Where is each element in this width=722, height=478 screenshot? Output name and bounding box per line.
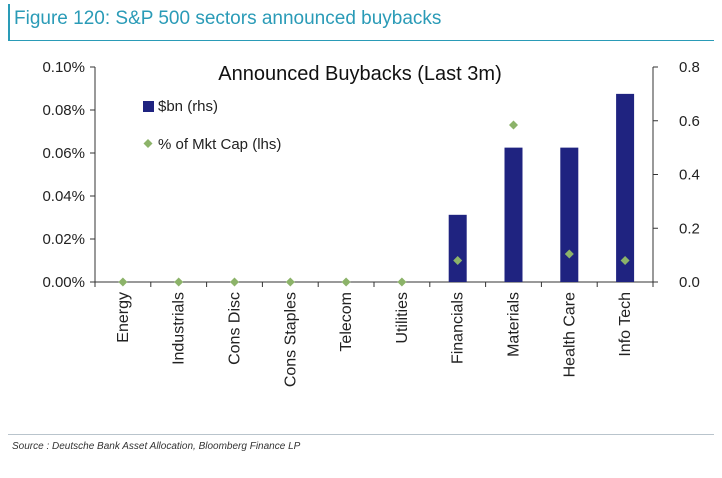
x-tick-label: Utilities (394, 292, 411, 344)
x-tick-label: Cons Staples (282, 292, 299, 387)
marker-point (453, 256, 463, 265)
y-left-tick-label: 0.10% (42, 59, 85, 76)
marker-point (397, 277, 407, 287)
marker-point (564, 249, 574, 259)
y-right-tick-label: 0.0 (679, 274, 700, 291)
bar (560, 147, 579, 282)
y-right-tick-label: 0.4 (679, 167, 700, 184)
bar (448, 214, 467, 282)
y-right-tick-label: 0.6 (679, 113, 700, 130)
bar-series (448, 93, 635, 282)
marker-point (118, 277, 128, 287)
legend-marker-label: % of Mkt Cap (lhs) (158, 136, 281, 153)
legend-marker-swatch (143, 139, 153, 148)
x-tick-labels: Energy Industrials Cons Disc Cons Staples Te… (115, 292, 634, 387)
marker-point (285, 277, 295, 287)
x-tick-label: Materials (506, 292, 523, 357)
figure-title-rule (8, 40, 714, 41)
chart-legend: $bn (rhs) % of Mkt Cap (lhs) (143, 98, 281, 153)
bar (616, 93, 635, 282)
x-tick-label: Cons Disc (227, 292, 244, 365)
source-rule (8, 434, 714, 435)
legend-bar-swatch (143, 101, 154, 112)
y-left-tick-label: 0.06% (42, 145, 85, 162)
source-note: Source : Deutsche Bank Asset Allocation,… (12, 441, 301, 452)
x-tick-label: Health Care (561, 292, 578, 377)
marker-point (509, 120, 518, 130)
y-left-tick-label: 0.04% (42, 188, 85, 205)
y-left-tick-label: 0.00% (42, 274, 85, 291)
x-tick-label: Energy (115, 292, 132, 343)
marker-point (620, 256, 630, 265)
x-tick-label: Info Tech (617, 292, 634, 357)
x-tick-label: Telecom (338, 292, 355, 352)
chart-title: Announced Buybacks (Last 3m) (218, 63, 502, 85)
marker-point (174, 277, 184, 287)
y-left-tick-label: 0.02% (42, 231, 85, 248)
legend-bar-label: $bn (rhs) (158, 98, 218, 115)
y-right-tick-label: 0.2 (679, 220, 700, 237)
chart-axes: 0.00% 0.02% 0.04% 0.06% 0.08% 0.10% 0.0 0.2 0.4 0… (42, 59, 699, 291)
marker-point (341, 277, 351, 287)
y-left-tick-label: 0.08% (42, 102, 85, 119)
bar (504, 147, 523, 282)
x-tick-label: Financials (450, 292, 467, 364)
y-right-tick-label: 0.8 (679, 59, 700, 76)
marker-point (230, 277, 239, 287)
figure-title: Figure 120: S&P 500 sectors announced bu… (14, 8, 442, 29)
figure-accent-rule (8, 4, 10, 40)
x-tick-label: Industrials (171, 292, 188, 365)
marker-series (118, 120, 630, 287)
